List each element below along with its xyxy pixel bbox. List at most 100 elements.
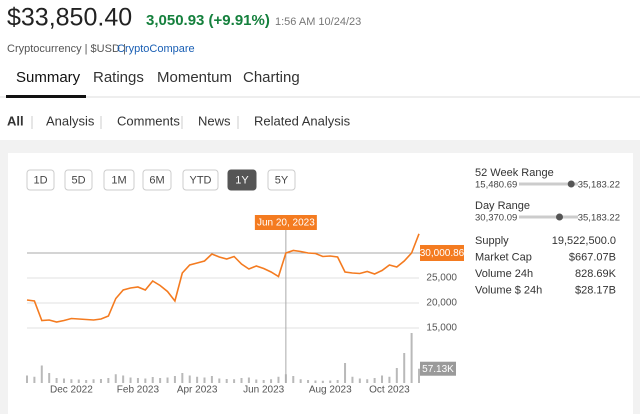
- stat-value: 19,522,500.0: [552, 235, 616, 247]
- range-button[interactable]: [227, 169, 257, 191]
- volume-bar: [92, 379, 95, 383]
- stat-value: $667.07B: [569, 251, 616, 263]
- category: Cryptocurrency | $USD |: [7, 43, 126, 55]
- chart-card: [8, 153, 633, 414]
- range-high: 35,183.22: [578, 213, 620, 224]
- value-tag: [420, 244, 464, 261]
- volume-bar: [48, 373, 51, 383]
- volume-bar: [210, 376, 213, 383]
- volume-bar: [107, 378, 110, 383]
- price-line: [26, 233, 420, 323]
- range-low: 30,370.09: [475, 213, 517, 224]
- y-tick-label: 15,000: [426, 323, 457, 334]
- range-marker: [567, 180, 575, 188]
- volume-bar: [358, 378, 361, 383]
- x-tick-label: Jun 2023: [243, 385, 285, 396]
- range-low: 15,480.69: [475, 180, 517, 191]
- volume-bar: [166, 377, 169, 383]
- volume-bar: [129, 377, 132, 383]
- x-tick-label: Apr 2023: [177, 385, 218, 396]
- volume-bar: [159, 378, 162, 383]
- tab[interactable]: Ratings: [93, 69, 144, 86]
- volume-bar: [329, 380, 332, 383]
- volume-bar: [196, 376, 199, 383]
- volume-bar: [299, 379, 302, 383]
- volume-bar: [262, 380, 265, 383]
- range-label[interactable]: 5Y: [275, 174, 289, 186]
- range-label[interactable]: YTD: [190, 174, 212, 186]
- range-label[interactable]: 1M: [111, 174, 126, 186]
- volume-bar: [114, 374, 117, 383]
- volume-bar: [410, 333, 413, 383]
- volume-bar: [233, 379, 236, 383]
- volume-bar: [62, 378, 65, 383]
- range-button[interactable]: [64, 169, 93, 191]
- range-label[interactable]: 5D: [71, 174, 85, 186]
- price-change: 3,050.93 (+9.91%): [146, 12, 270, 29]
- subtab[interactable]: Analysis: [46, 113, 95, 128]
- date-tag-label: Jun 20, 2023: [257, 218, 315, 229]
- range-label[interactable]: 1Y: [235, 174, 249, 186]
- volume-bar: [203, 377, 206, 383]
- tab[interactable]: Summary: [16, 69, 81, 86]
- subtab[interactable]: News: [198, 113, 231, 128]
- volume-bar: [70, 379, 73, 383]
- volume-bar: [26, 375, 28, 383]
- volume-bar: [181, 373, 184, 383]
- y-tick-label: 25,000: [426, 273, 457, 284]
- volume-bar: [351, 376, 354, 383]
- range-label[interactable]: 1D: [33, 174, 47, 186]
- tab[interactable]: Momentum: [157, 69, 232, 86]
- volume-bar: [99, 379, 102, 383]
- volume-bar: [418, 368, 420, 383]
- range-title: 52 Week Range: [475, 167, 554, 179]
- volume-bar: [144, 378, 147, 383]
- source-link[interactable]: CryptoCompare: [117, 43, 195, 55]
- range-button[interactable]: [267, 169, 296, 191]
- tab[interactable]: Charting: [243, 69, 300, 86]
- volume-bar: [277, 376, 280, 383]
- volume-bar: [55, 378, 58, 383]
- volume-bar: [188, 375, 191, 383]
- subtab[interactable]: All: [7, 113, 24, 128]
- volume-bar: [336, 380, 339, 383]
- volume-bar: [381, 375, 384, 383]
- range-button[interactable]: [182, 169, 219, 191]
- x-tick-label: Aug 2023: [309, 385, 352, 396]
- x-tick-label: Dec 2022: [50, 385, 93, 396]
- range-button[interactable]: [103, 169, 135, 191]
- range-button[interactable]: [142, 169, 172, 191]
- volume-bar: [151, 377, 154, 383]
- range-button[interactable]: [26, 169, 55, 191]
- subtab[interactable]: Comments: [117, 113, 180, 128]
- volume-bar: [85, 380, 88, 383]
- volume-bar: [122, 375, 125, 383]
- stat-label: Volume 24h: [475, 268, 533, 280]
- x-tick-label: Feb 2023: [117, 385, 160, 396]
- volume-bar: [33, 376, 36, 383]
- volume-bar: [136, 378, 139, 383]
- volume-bar: [77, 379, 80, 383]
- subtab[interactable]: Related Analysis: [254, 113, 351, 128]
- volume-bar: [366, 379, 369, 383]
- volume-tag: [420, 361, 456, 376]
- price: $33,850.40: [7, 4, 132, 32]
- volume-bar: [255, 379, 258, 383]
- stat-label: Market Cap: [475, 251, 532, 263]
- timestamp: 1:56 AM 10/24/23: [275, 16, 361, 28]
- volume-bar: [40, 365, 43, 383]
- volume-bar: [344, 363, 347, 383]
- stat-value: 828.69K: [575, 268, 617, 280]
- volume-bar: [225, 379, 228, 383]
- tab-underline: [6, 95, 86, 98]
- stat-label: Volume $ 24h: [475, 284, 542, 296]
- volume-bar: [240, 378, 243, 383]
- y-tick-label: 20,000: [426, 298, 457, 309]
- range-high: 35,183.22: [578, 180, 620, 191]
- volume-bar: [314, 380, 317, 383]
- range-title: Day Range: [475, 200, 530, 212]
- range-label[interactable]: 6M: [149, 174, 164, 186]
- volume-bar: [403, 353, 406, 383]
